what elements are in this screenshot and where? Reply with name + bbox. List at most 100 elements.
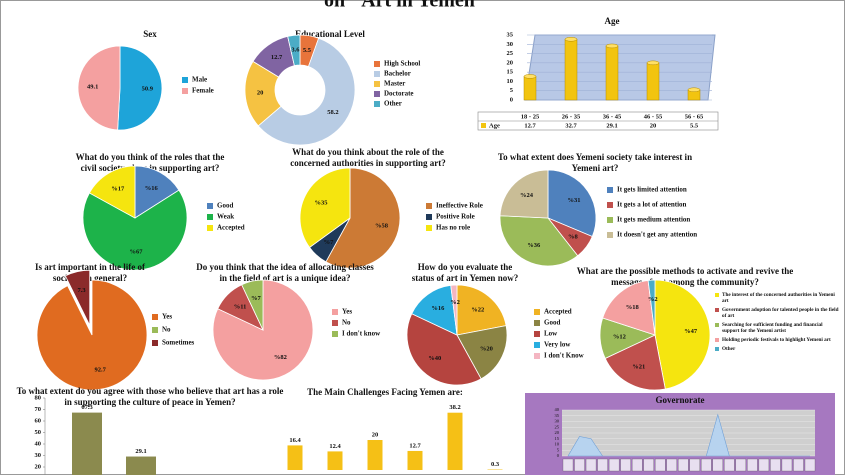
legend-swatch bbox=[607, 217, 613, 223]
y-tick-label: 70 bbox=[35, 406, 42, 413]
legend-label: Doctorate bbox=[384, 90, 414, 98]
legend-label: Other bbox=[384, 100, 402, 108]
pie-slice bbox=[67, 285, 93, 336]
legend-item: Searching for sufficient funding and fin… bbox=[715, 322, 840, 334]
x-tick-box bbox=[574, 458, 585, 472]
chart-title: Yemeni art? bbox=[572, 163, 619, 173]
pie-slice bbox=[134, 165, 180, 219]
data-label: %8 bbox=[568, 233, 579, 240]
legend-swatch bbox=[534, 331, 540, 337]
chart-title: To what extent do you agree with those w… bbox=[17, 386, 284, 396]
data-label: %11 bbox=[234, 304, 247, 311]
legend-label: Positive Role bbox=[436, 213, 475, 221]
bar bbox=[646, 62, 660, 101]
x-tick-box bbox=[666, 458, 677, 472]
x-tick-label: 46 - 55 bbox=[644, 113, 663, 120]
x-tick-box bbox=[689, 458, 700, 472]
chart-title: What are the possible methods to activat… bbox=[577, 266, 793, 276]
legend-swatch bbox=[607, 232, 613, 238]
x-tick-box bbox=[724, 458, 735, 472]
y-tick-label: 20 bbox=[507, 59, 514, 66]
legend-swatch bbox=[374, 81, 380, 87]
legend-label: Searching for sufficient funding and fin… bbox=[722, 322, 823, 334]
pie-slice bbox=[604, 334, 666, 391]
x-tick-box bbox=[735, 458, 747, 472]
pie-slice bbox=[499, 169, 549, 219]
bar bbox=[447, 412, 463, 470]
data-label: 49.1 bbox=[87, 84, 98, 91]
y-tick-label: 20 bbox=[555, 430, 560, 435]
x-tick-box bbox=[712, 458, 723, 472]
data-label: %35 bbox=[315, 200, 329, 207]
data-label: 29.1 bbox=[135, 448, 146, 455]
bar bbox=[367, 440, 383, 470]
legend-label: Very low bbox=[544, 341, 571, 349]
x-tick-label: 18 - 25 bbox=[521, 113, 540, 120]
pie-slice bbox=[77, 45, 121, 131]
x-tick-label: 26 - 35 bbox=[562, 113, 581, 120]
legend-swatch bbox=[715, 347, 719, 351]
legend-swatch bbox=[607, 202, 613, 208]
y-tick-label: 0 bbox=[557, 453, 560, 458]
x-tick-box bbox=[631, 458, 643, 472]
legend-swatch bbox=[152, 340, 158, 346]
legend-swatch bbox=[374, 71, 380, 77]
legend-item: The interest of the concerned authoritie… bbox=[715, 292, 840, 304]
data-label: 67.3 bbox=[81, 404, 93, 411]
legend-label: Government adoption for talented people … bbox=[722, 307, 839, 319]
data-label: 50.9 bbox=[142, 85, 154, 92]
area bbox=[567, 413, 810, 457]
legend-label: It gets medium attention bbox=[617, 216, 690, 224]
chart-title: Educational Level bbox=[295, 29, 365, 39]
data-label: %40 bbox=[428, 355, 441, 362]
data-label: 5.5 bbox=[303, 47, 312, 54]
table-value: 20 bbox=[650, 122, 657, 129]
legend-swatch bbox=[182, 88, 188, 94]
data-label: %7 bbox=[251, 295, 262, 302]
x-tick-box bbox=[655, 458, 666, 472]
y-tick-label: 30 bbox=[555, 419, 560, 424]
x-tick-box bbox=[643, 458, 654, 472]
data-label: %67 bbox=[130, 248, 144, 255]
y-tick-label: 0 bbox=[510, 96, 513, 103]
data-label: %47 bbox=[684, 328, 698, 335]
legend-label: I don't Know bbox=[544, 352, 585, 360]
bar bbox=[287, 445, 303, 470]
chart-title: Sex bbox=[143, 29, 157, 39]
chart-title: What do you think of the roles that the bbox=[76, 152, 225, 162]
legend-label: Accepted bbox=[217, 224, 245, 232]
legend-label: Accepted bbox=[544, 308, 572, 316]
legend-label: I don't know bbox=[342, 330, 381, 338]
pie-slice bbox=[325, 167, 401, 269]
x-tick-box bbox=[701, 458, 712, 472]
data-label: %16 bbox=[145, 185, 159, 192]
bar bbox=[126, 456, 156, 475]
legend-swatch bbox=[534, 353, 540, 359]
y-tick-label: 10 bbox=[555, 442, 560, 447]
legend-swatch bbox=[152, 314, 158, 320]
data-label: 12.4 bbox=[329, 443, 341, 450]
legend-swatch bbox=[332, 331, 338, 337]
data-label: 0.3 bbox=[491, 461, 500, 468]
x-tick-box bbox=[597, 458, 608, 472]
data-label: %58 bbox=[375, 223, 389, 230]
data-label: %24 bbox=[520, 192, 534, 199]
data-label: 92.7 bbox=[94, 366, 106, 373]
legend: The interest of the concerned authoritie… bbox=[715, 292, 840, 352]
legend-swatch bbox=[374, 101, 380, 107]
chart-title: message of art among the community? bbox=[611, 277, 759, 287]
legend-swatch bbox=[534, 342, 540, 348]
data-label: %2 bbox=[648, 296, 658, 303]
y-tick-label: 20 bbox=[35, 463, 42, 470]
legend-label: Has no role bbox=[436, 224, 470, 232]
bar bbox=[564, 39, 578, 101]
chart-title: Do you think that the idea of allocating… bbox=[196, 262, 374, 272]
bar bbox=[523, 76, 537, 101]
chart-title: Age bbox=[605, 16, 620, 26]
data-label: %12 bbox=[613, 334, 626, 341]
legend-swatch bbox=[715, 323, 719, 327]
data-label: %7 bbox=[324, 239, 335, 246]
data-label: 20 bbox=[372, 431, 379, 438]
bar bbox=[605, 45, 619, 101]
pie-slice bbox=[287, 34, 301, 67]
